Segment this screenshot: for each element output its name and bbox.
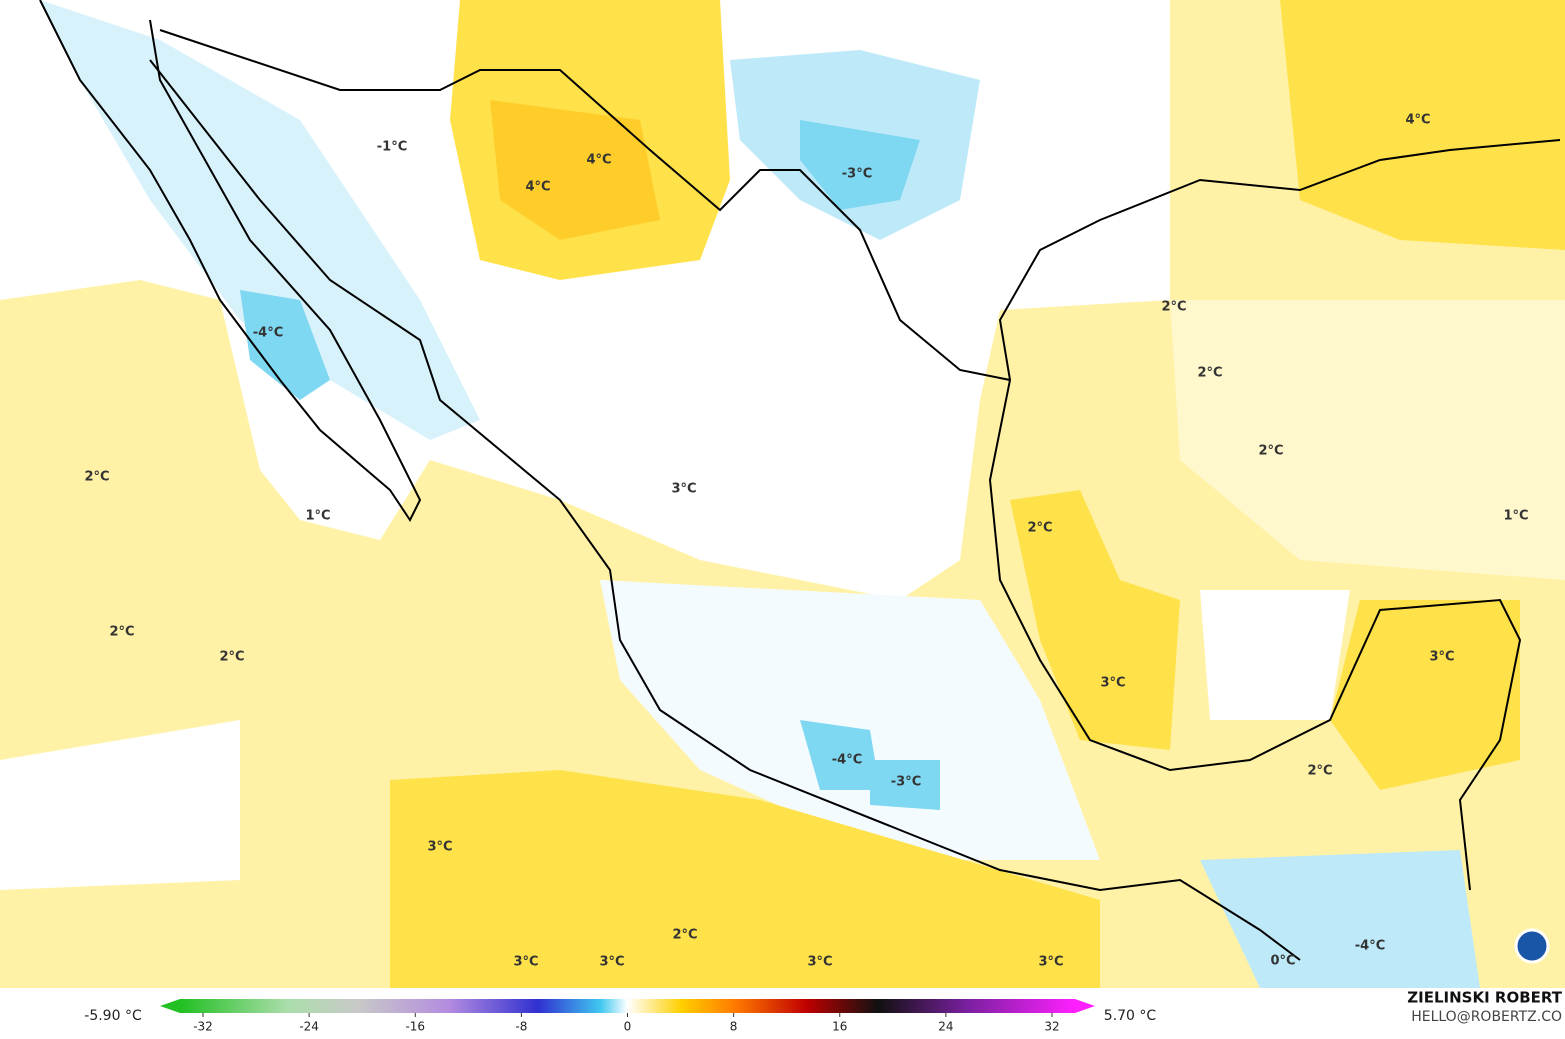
- contour-label: 2°C: [84, 470, 109, 485]
- min-label: -5.90 °C: [84, 1008, 142, 1024]
- contour-label: -4°C: [1355, 939, 1385, 954]
- contour-label: 3°C: [1429, 650, 1454, 665]
- contour-label: -4°C: [832, 753, 862, 768]
- contour-labels: -1°C 4°C 4°C -3°C 4°C 2°C 2°C -4°C 2°C 2°C 3°C 1°C 2…: [84, 113, 1528, 970]
- tick-label: -8: [515, 1020, 527, 1034]
- tick-label: 0: [624, 1020, 632, 1034]
- contour-label: 2°C: [219, 650, 244, 665]
- contour-label: 1°C: [1503, 509, 1528, 524]
- contour-label: 2°C: [109, 625, 134, 640]
- tick-label: -24: [299, 1020, 319, 1034]
- contour-label: 2°C: [1161, 300, 1186, 315]
- contour-label: 3°C: [671, 482, 696, 497]
- contour-label: 0°C: [1270, 954, 1295, 969]
- contour-label: 4°C: [586, 153, 611, 168]
- contour-label: 3°C: [513, 955, 538, 970]
- max-label: 5.70 °C: [1104, 1008, 1157, 1024]
- tick-label: 16: [832, 1020, 847, 1034]
- contour-label: -1°C: [377, 140, 407, 155]
- contour-label: 3°C: [599, 955, 624, 970]
- colorbar-ticks: -32 -24 -16 -8 0 8 16 24 32: [193, 1013, 1060, 1034]
- contour-label: 2°C: [1197, 366, 1222, 381]
- contour-label: 3°C: [1038, 955, 1063, 970]
- contour-label: 3°C: [427, 840, 452, 855]
- contour-label: 2°C: [1307, 764, 1332, 779]
- credit-email: HELLO@ROBERTZ.CO: [1411, 1009, 1562, 1025]
- tick-label: -32: [193, 1020, 213, 1034]
- contour-label: 2°C: [1258, 444, 1283, 459]
- contour-label: 2°C: [672, 928, 697, 943]
- contour-label: 4°C: [525, 180, 550, 195]
- contour-label: 3°C: [807, 955, 832, 970]
- contour-label: 4°C: [1405, 113, 1430, 128]
- tick-label: 24: [938, 1020, 953, 1034]
- temperature-field: [0, 0, 1565, 988]
- colorbar: [160, 999, 1095, 1013]
- contour-label: -4°C: [253, 326, 283, 341]
- contour-label: -3°C: [842, 167, 872, 182]
- coastline: [39, 0, 1561, 961]
- contour-label: 2°C: [1027, 521, 1052, 536]
- noaa-logo: [1514, 928, 1550, 964]
- credit-name: ZIELINSKI ROBERT: [1407, 989, 1562, 1007]
- contour-label: 3°C: [1100, 676, 1125, 691]
- contour-label: -3°C: [891, 775, 921, 790]
- tick-label: -16: [405, 1020, 425, 1034]
- contour-label: 1°C: [305, 509, 330, 524]
- tick-label: 8: [730, 1020, 738, 1034]
- tick-label: 32: [1044, 1020, 1059, 1034]
